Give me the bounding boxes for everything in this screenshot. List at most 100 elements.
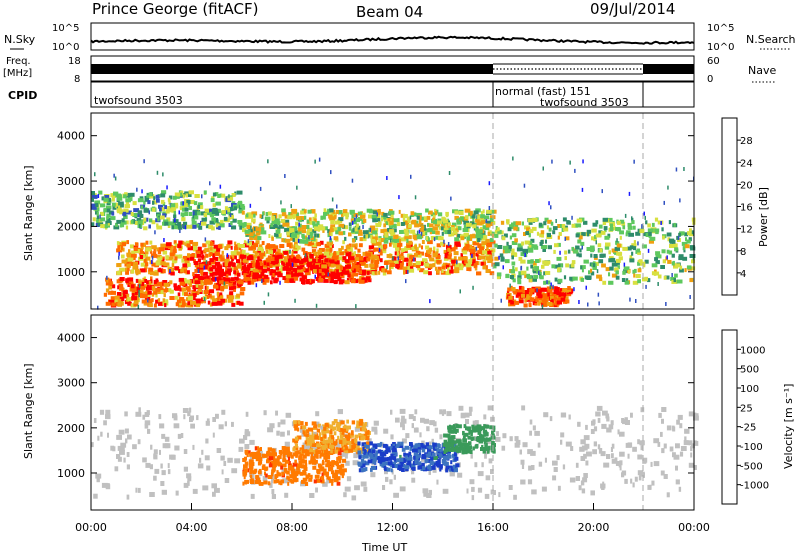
power-cell bbox=[469, 221, 475, 226]
power-cell bbox=[551, 159, 553, 164]
power-cell bbox=[211, 260, 216, 265]
velocity-cell bbox=[313, 424, 318, 429]
power-cell bbox=[514, 252, 518, 257]
power-cell bbox=[227, 298, 234, 303]
velocity-cell bbox=[385, 446, 389, 451]
velocity-cell bbox=[451, 453, 455, 458]
power-cell bbox=[554, 243, 559, 248]
velocity-cell bbox=[343, 448, 347, 453]
power-cell bbox=[550, 282, 552, 287]
power-cell bbox=[398, 258, 402, 263]
power-cell bbox=[149, 271, 155, 276]
power-cell bbox=[161, 190, 167, 195]
power-cell bbox=[188, 283, 192, 288]
power-cell bbox=[621, 221, 626, 226]
power-cell bbox=[131, 269, 135, 274]
ground-scatter-cell bbox=[244, 431, 248, 437]
power-cell bbox=[338, 277, 341, 282]
power-cell bbox=[688, 237, 692, 242]
power-cell bbox=[651, 222, 655, 227]
power-cell bbox=[452, 228, 459, 233]
velocity-cell bbox=[254, 446, 258, 451]
power-cell bbox=[479, 227, 483, 231]
power-cell bbox=[414, 223, 420, 228]
power-cell bbox=[201, 194, 203, 199]
power-cell bbox=[238, 222, 243, 227]
power-cell bbox=[404, 257, 409, 262]
velocity-cell bbox=[304, 451, 308, 456]
ground-scatter-cell bbox=[660, 470, 665, 476]
velocity-cell bbox=[402, 463, 406, 468]
power-cell bbox=[127, 297, 133, 302]
power-cell bbox=[494, 233, 499, 238]
ground-scatter-cell bbox=[192, 444, 195, 450]
power-cell bbox=[157, 250, 162, 255]
power-cell bbox=[122, 290, 126, 295]
velocity-cell bbox=[361, 442, 366, 447]
power-cell bbox=[121, 220, 127, 225]
ground-scatter-cell bbox=[285, 412, 292, 418]
power-cell bbox=[130, 212, 134, 216]
power-cell bbox=[243, 277, 250, 281]
power-cell bbox=[284, 219, 290, 224]
power-cell bbox=[239, 291, 245, 296]
power-cell bbox=[459, 289, 461, 294]
power-cell bbox=[482, 225, 486, 230]
ground-scatter-cell bbox=[605, 413, 610, 419]
ground-scatter-cell bbox=[221, 469, 224, 475]
power-cell bbox=[413, 257, 415, 262]
power-cell bbox=[252, 272, 258, 277]
power-cell bbox=[437, 266, 442, 271]
ground-scatter-cell bbox=[498, 492, 501, 498]
power-cell bbox=[176, 194, 180, 199]
power-cell bbox=[318, 255, 322, 260]
power-cell bbox=[445, 271, 451, 276]
power-cell bbox=[204, 290, 209, 294]
power-cell bbox=[124, 204, 130, 209]
power-cell bbox=[192, 272, 195, 277]
ground-scatter-cell bbox=[521, 405, 526, 411]
velocity-cell bbox=[308, 460, 312, 465]
power-cell bbox=[271, 215, 275, 220]
power-cell bbox=[167, 288, 172, 293]
velocity-cell bbox=[334, 419, 338, 423]
power-cell bbox=[378, 247, 381, 252]
power-cell bbox=[228, 223, 232, 227]
ground-scatter-cell bbox=[639, 440, 645, 446]
velocity-cell bbox=[447, 465, 452, 470]
power-cell bbox=[341, 269, 345, 274]
power-cell bbox=[173, 246, 177, 250]
power-cell bbox=[384, 268, 388, 273]
power-cell bbox=[351, 266, 354, 271]
power-cell bbox=[271, 236, 274, 241]
velocity-cell bbox=[258, 460, 263, 465]
power-cell bbox=[607, 233, 611, 238]
freq-right-tick-top: 60 bbox=[707, 56, 720, 67]
ground-scatter-cell bbox=[608, 424, 614, 430]
velocity-cell bbox=[334, 469, 340, 474]
ground-scatter-cell bbox=[490, 416, 495, 422]
power-cell bbox=[590, 248, 594, 253]
velocity-cell bbox=[367, 429, 370, 434]
power-cell bbox=[540, 230, 545, 235]
ground-scatter-cell bbox=[552, 475, 557, 481]
power-cell bbox=[224, 258, 230, 263]
velocity-cell bbox=[374, 453, 378, 458]
ground-scatter-cell bbox=[149, 492, 155, 497]
power-cell bbox=[426, 236, 429, 241]
power-cell bbox=[443, 239, 445, 244]
power-cell bbox=[297, 238, 300, 243]
power-cell bbox=[648, 234, 652, 238]
ground-scatter-cell bbox=[580, 480, 585, 486]
ground-scatter-cell bbox=[650, 461, 653, 467]
power-cell bbox=[152, 200, 155, 205]
power-cell bbox=[355, 254, 361, 259]
power-cell bbox=[585, 285, 587, 290]
ground-scatter-cell bbox=[137, 439, 141, 445]
power-cell bbox=[116, 270, 121, 275]
power-cell bbox=[236, 293, 241, 298]
power-cell bbox=[247, 269, 250, 274]
power-cell bbox=[230, 251, 235, 256]
power-cell bbox=[246, 256, 253, 261]
power-cell bbox=[182, 263, 189, 268]
